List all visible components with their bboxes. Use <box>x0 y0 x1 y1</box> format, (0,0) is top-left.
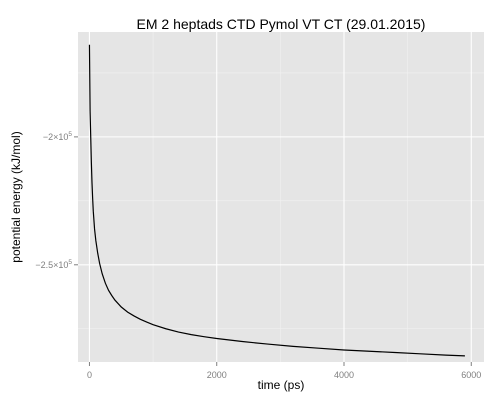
minor-y-gridlines <box>78 72 484 330</box>
major-x-gridlines <box>88 32 472 362</box>
minor-x-gridlines <box>152 32 408 362</box>
x-tick-label: 2000 <box>207 370 227 380</box>
series-line <box>88 44 465 357</box>
y-axis-title: potential energy (kJ/mol) <box>9 131 23 262</box>
y-axis-ticks: −2×105 −2.5×105 <box>35 131 78 270</box>
major-y-gridlines <box>78 136 484 266</box>
x-tick-label: 0 <box>87 370 92 380</box>
chart-title: EM 2 heptads CTD Pymol VT CT (29.01.2015… <box>137 16 426 32</box>
x-tick-label: 6000 <box>461 370 481 380</box>
plot-panel <box>78 32 484 362</box>
y-tick-label: −2×105 <box>43 131 73 142</box>
y-tick-label: −2.5×105 <box>35 259 72 270</box>
x-axis-title: time (ps) <box>258 378 305 392</box>
x-tick-label: 4000 <box>334 370 354 380</box>
x-axis-ticks: 0 2000 4000 6000 <box>87 362 481 380</box>
